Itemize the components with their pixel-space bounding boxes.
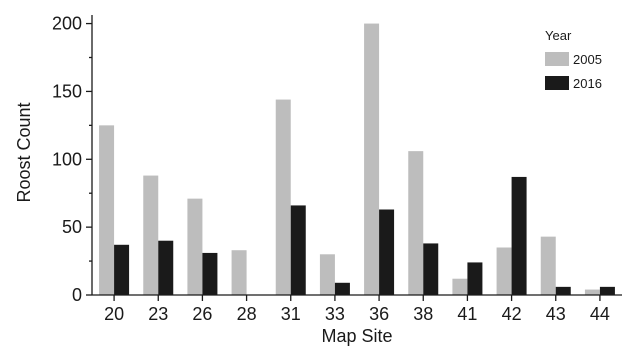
bar-2016-site-44 [600, 287, 615, 295]
bar-2016-site-38 [423, 243, 438, 295]
x-tick-label-36: 36 [369, 304, 389, 324]
bar-2016-site-33 [335, 283, 350, 295]
x-tick-label-31: 31 [281, 304, 301, 324]
bar-2016-site-43 [556, 287, 571, 295]
x-tick-label-23: 23 [148, 304, 168, 324]
bar-2005-site-41 [452, 279, 467, 295]
bar-2005-site-42 [497, 248, 512, 296]
legend-title: Year [545, 28, 572, 43]
bars-layer [99, 24, 615, 295]
bar-2016-site-42 [512, 177, 527, 295]
bar-2005-site-28 [232, 250, 247, 295]
bar-2005-site-38 [408, 151, 423, 295]
x-tick-label-42: 42 [502, 304, 522, 324]
y-tick-label-200: 200 [52, 14, 82, 34]
bar-2005-site-26 [187, 199, 202, 295]
legend-items: 2005 2016 [545, 52, 602, 91]
bar-2016-site-26 [202, 253, 217, 295]
bar-2005-site-31 [276, 100, 291, 295]
x-tick-label-38: 38 [413, 304, 433, 324]
axes-layer: 0 50 100 150 200 20 23 26 28 31 33 36 38 41 42 43 44 [52, 14, 622, 324]
bar-2005-site-43 [541, 237, 556, 295]
bar-2005-site-23 [143, 176, 158, 295]
bar-2016-site-31 [291, 205, 306, 295]
x-tick-label-41: 41 [457, 304, 477, 324]
bar-2005-site-44 [585, 290, 600, 295]
x-tick-label-33: 33 [325, 304, 345, 324]
y-tick-label-50: 50 [62, 217, 82, 237]
legend: Year 2005 2016 [545, 28, 602, 91]
x-tick-label-43: 43 [546, 304, 566, 324]
legend-label-2005: 2005 [573, 52, 602, 67]
y-tick-label-150: 150 [52, 81, 82, 101]
x-tick-label-26: 26 [192, 304, 212, 324]
x-tick-label-44: 44 [590, 304, 610, 324]
bar-2016-site-36 [379, 210, 394, 296]
bar-2005-site-36 [364, 24, 379, 295]
x-tick-label-20: 20 [104, 304, 124, 324]
bar-2016-site-41 [467, 262, 482, 295]
y-tick-label-0: 0 [72, 285, 82, 305]
bar-2016-site-23 [158, 241, 173, 295]
bar-2016-site-20 [114, 245, 129, 295]
legend-swatch-2005 [545, 52, 569, 66]
y-axis-title: Roost Count [14, 102, 34, 202]
y-tick-label-100: 100 [52, 149, 82, 169]
bar-2005-site-20 [99, 125, 114, 295]
legend-swatch-2016 [545, 76, 569, 90]
x-tick-label-28: 28 [237, 304, 257, 324]
bar-2005-site-33 [320, 254, 335, 295]
legend-label-2016: 2016 [573, 76, 602, 91]
x-axis-title: Map Site [321, 326, 392, 346]
